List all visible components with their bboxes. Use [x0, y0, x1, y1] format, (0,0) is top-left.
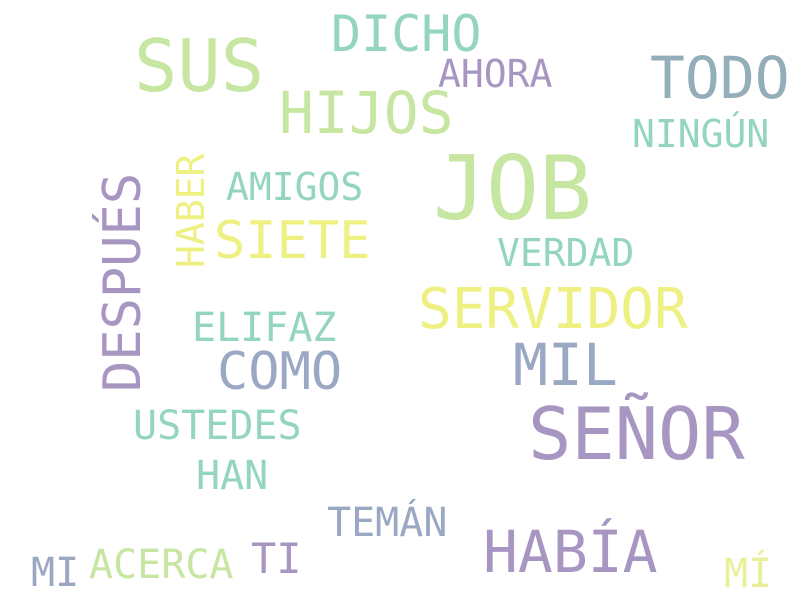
word-habia: HABÍA [483, 518, 658, 586]
word-ahora: AHORA [438, 52, 553, 96]
word-verdad: VERDAD [497, 231, 635, 275]
word-teman: TEMÁN [327, 500, 448, 546]
word-mi: MI [31, 550, 80, 596]
word-dicho: DICHO [331, 5, 482, 63]
word-como: COMO [217, 342, 343, 402]
word-siete: SIETE [214, 211, 371, 271]
word-despues: DESPUÉS [93, 172, 153, 392]
word-mi-accented: MÍ [724, 551, 773, 597]
word-ustedes: USTEDES [133, 403, 302, 449]
word-todo: TODO [650, 44, 790, 112]
word-hijos: HIJOS [279, 79, 454, 147]
word-han: HAN [196, 453, 269, 499]
word-ningun: NINGÚN [632, 112, 770, 156]
word-job: JOB [433, 137, 592, 240]
word-mil: MIL [513, 331, 618, 399]
word-amigos: AMIGOS [226, 165, 364, 209]
word-haber: HABER [169, 153, 213, 268]
word-acerca: ACERCA [89, 542, 234, 588]
word-elifaz: ELIFAZ [192, 305, 337, 351]
word-ti: TI [251, 534, 302, 583]
word-servidor: SERVIDOR [418, 277, 688, 342]
word-senor: SEÑOR [528, 392, 745, 476]
word-sus: SUS [134, 24, 265, 108]
